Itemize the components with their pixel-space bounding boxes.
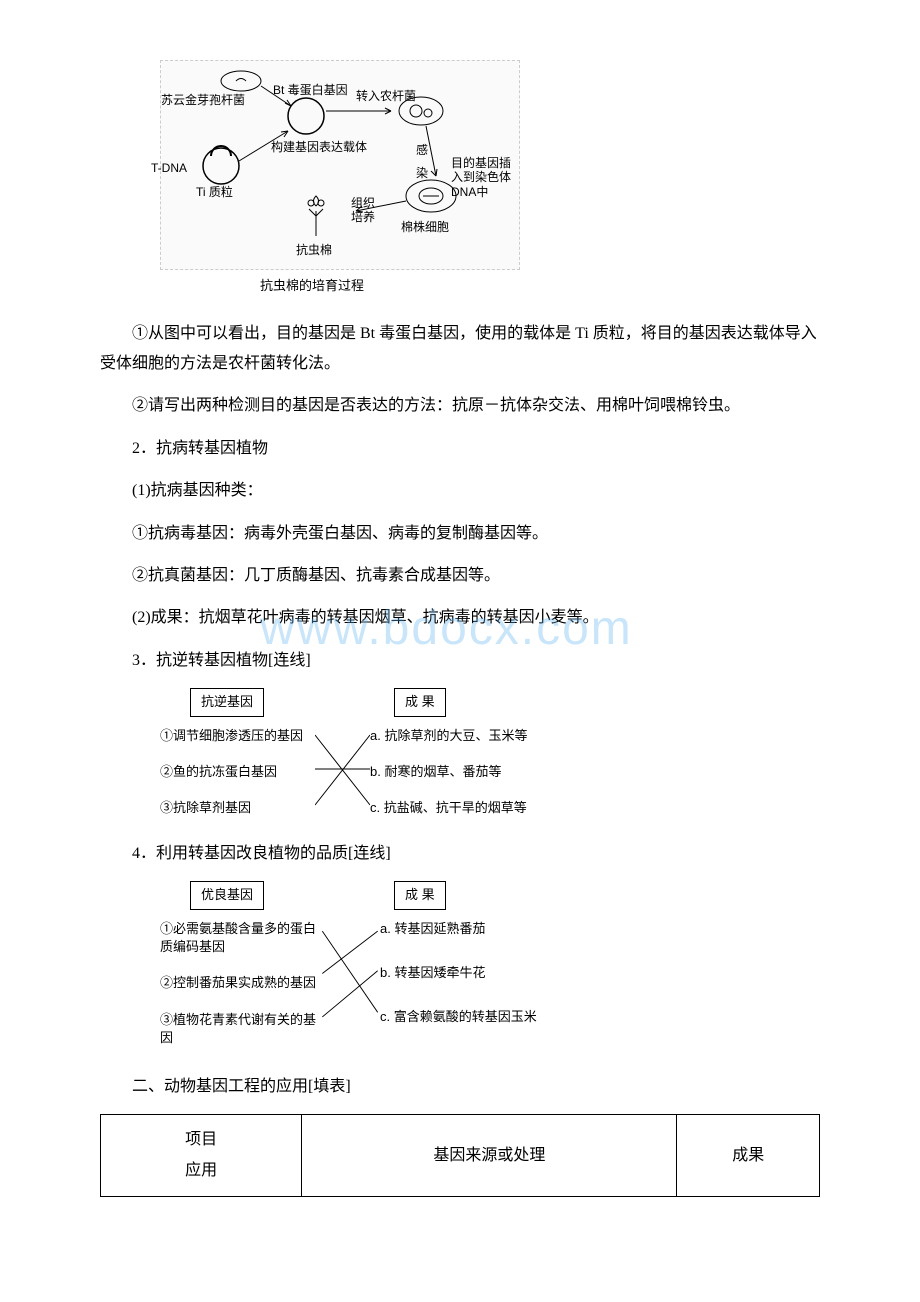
conn1-right-1: a. 抗除草剂的大豆、玉米等 [370, 727, 570, 745]
paragraph-1: ①从图中可以看出，目的基因是 Bt 毒蛋白基因，使用的载体是 Ti 质粒，将目的… [100, 319, 820, 380]
label-resist: 抗虫棉 [296, 239, 332, 262]
label-bacillus: 苏云金芽孢杆菌 [161, 89, 245, 112]
application-table: 项目 应用 基因来源或处理 成果 [100, 1114, 820, 1197]
label-tdna: T-DNA [151, 157, 187, 180]
paragraph-9: 4．利用转基因改良植物的品质[连线] [100, 839, 820, 869]
label-infect: 感染 [416, 139, 436, 185]
label-bt: Bt 毒蛋白基因 [273, 79, 348, 102]
table-h1-line2: 应用 [109, 1156, 293, 1186]
conn1-right-3: c. 抗盐碱、抗干旱的烟草等 [370, 799, 570, 817]
conn1-left-3: ③抗除草剂基因 [160, 799, 315, 817]
paragraph-6: ②抗真菌基因：几丁质酶基因、抗毒素合成基因等。 [100, 561, 820, 591]
label-insert: 目的基因插入到染色体 DNA中 [451, 156, 521, 199]
paragraph-8: 3．抗逆转基因植物[连线] [100, 646, 820, 676]
conn1-left-2: ②鱼的抗冻蛋白基因 [160, 763, 315, 781]
table-header-2: 基因来源或处理 [302, 1115, 677, 1197]
label-cell: 棉株细胞 [401, 216, 449, 239]
conn2-left-1: ①必需氨基酸含量多的蛋白质编码基因 [160, 920, 320, 956]
conn2-right-2: b. 转基因矮牵牛花 [380, 964, 580, 982]
label-ti: Ti 质粒 [196, 181, 233, 204]
conn2-left-3: ③植物花青素代谢有关的基因 [160, 1011, 320, 1047]
paragraph-7: (2)成果：抗烟草花叶病毒的转基因烟草、抗病毒的转基因小麦等。 [100, 603, 820, 633]
conn1-header-right: 成 果 [394, 688, 446, 717]
conn1-left-1: ①调节细胞渗透压的基因 [160, 727, 315, 745]
paragraph-10: 二、动物基因工程的应用[填表] [100, 1072, 820, 1102]
table-header-1: 项目 应用 [101, 1115, 302, 1197]
label-tissue: 组织培养 [351, 196, 381, 225]
conn2-right-3: c. 富含赖氨酸的转基因玉米 [380, 1008, 580, 1026]
conn1-header-left: 抗逆基因 [190, 688, 264, 717]
paragraph-5: ①抗病毒基因：病毒外壳蛋白基因、病毒的复制酶基因等。 [100, 519, 820, 549]
connection-diagram-1: 抗逆基因 成 果 ①调节细胞渗透压的基因 ②鱼的抗冻蛋白基因 ③抗除草剂基因 a… [160, 688, 820, 827]
paragraph-4: (1)抗病基因种类： [100, 476, 820, 506]
paragraph-3: 2．抗病转基因植物 [100, 434, 820, 464]
cultivation-diagram: Bt 毒蛋白基因 苏云金芽孢杆菌 T-DNA Ti 质粒 构建基因表达载体 转入… [160, 60, 820, 299]
conn2-left-2: ②控制番茄果实成熟的基因 [160, 974, 320, 992]
paragraph-2: ②请写出两种检测目的基因是否表达的方法：抗原－抗体杂交法、用棉叶饲喂棉铃虫。 [100, 391, 820, 421]
label-transfer: 转入农杆菌 [356, 85, 416, 108]
conn1-right-2: b. 耐寒的烟草、番茄等 [370, 763, 570, 781]
conn2-header-right: 成 果 [394, 881, 446, 910]
conn2-right-1: a. 转基因延熟番茄 [380, 920, 580, 938]
label-construct: 构建基因表达载体 [271, 136, 367, 159]
table-header-3: 成果 [677, 1115, 820, 1197]
connection-diagram-2: 优良基因 成 果 ①必需氨基酸含量多的蛋白质编码基因 ②控制番茄果实成熟的基因 … [160, 881, 820, 1060]
conn2-header-left: 优良基因 [190, 881, 264, 910]
table-h1-line1: 项目 [109, 1125, 293, 1155]
diagram-caption: 抗虫棉的培育过程 [260, 274, 820, 299]
